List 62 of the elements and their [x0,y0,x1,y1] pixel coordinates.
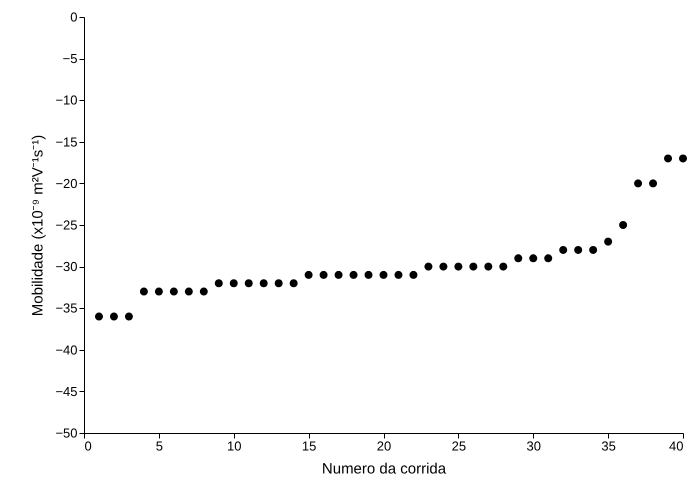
x-tick-label: 5 [156,438,163,454]
point [94,312,103,321]
x-tick-label: 20 [376,438,392,454]
point [604,238,612,246]
x-tick-label: 15 [302,438,316,454]
point [170,288,178,296]
point [290,279,298,288]
y-axis-title: Mobilidade (x10⁻⁹ m²V⁻¹s⁻¹) [29,134,46,316]
point [110,312,118,321]
point [304,270,313,279]
point [154,288,163,296]
point [499,262,508,271]
point [140,288,148,296]
y-tick-label: −10 [55,92,78,108]
point [469,262,478,271]
x-tick-label: 30 [526,438,541,454]
y-tick-label: −40 [55,342,78,358]
point [260,279,268,288]
point [124,312,133,321]
y-tick-label: −25 [55,218,78,232]
point [364,270,373,279]
point [529,254,538,262]
y-tick-label: −15 [55,134,78,150]
point [320,270,328,279]
point [619,221,628,229]
point [424,262,432,271]
point [649,179,658,188]
y-tick-label: −35 [55,300,78,316]
x-tick-label: 10 [227,438,242,454]
x-axis-title: Numero da corrida [322,460,447,478]
y-tick-label: 0 [70,10,78,24]
y-tick-label: −5 [62,51,78,66]
point [454,262,462,271]
y-tick-label: −50 [55,426,78,440]
point [514,254,522,262]
point [214,279,223,288]
point [184,288,193,296]
point [394,270,402,279]
point [544,254,552,262]
y-tick-label: −45 [55,384,78,399]
point [439,262,448,271]
x-tick-label: 25 [452,438,466,454]
point [589,246,598,254]
point [679,154,687,162]
x-tick-label: 0 [84,438,92,454]
point [244,279,253,288]
point [200,288,208,296]
point [484,262,492,271]
point [664,154,672,162]
x-tick-label: 40 [669,438,684,454]
point [380,270,388,279]
point [350,270,358,279]
point [274,279,283,288]
point [634,179,642,188]
point [334,270,343,279]
point [230,279,238,288]
x-tick-label: 35 [601,438,616,454]
y-tick-label: −20 [55,176,78,191]
point [559,246,568,254]
point [409,270,418,279]
y-tick-label: −30 [55,259,78,274]
point [574,246,582,254]
